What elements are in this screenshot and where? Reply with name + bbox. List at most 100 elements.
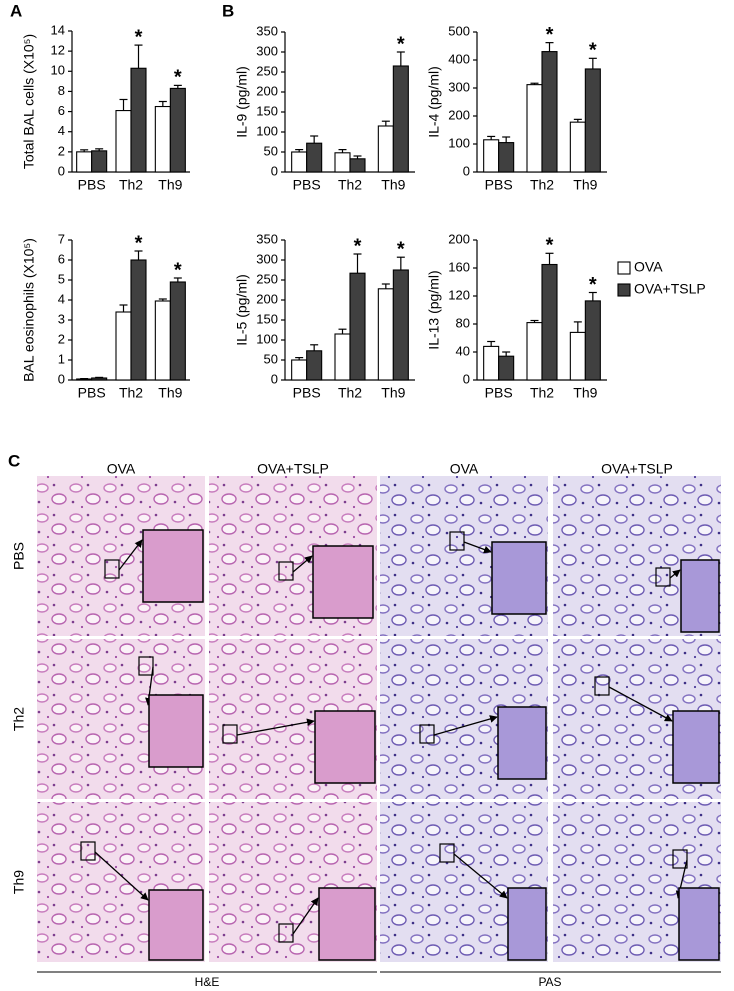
y-tick-label: 0 bbox=[463, 163, 470, 178]
bar bbox=[377, 125, 394, 173]
inset-image bbox=[148, 694, 204, 768]
roi-box bbox=[222, 724, 238, 744]
inset-image bbox=[678, 887, 720, 961]
x-tick-label: PBS bbox=[485, 385, 513, 401]
legend-label: OVA+TSLP bbox=[634, 281, 706, 297]
significance-label: * bbox=[546, 24, 554, 46]
y-tick-label: 6 bbox=[58, 103, 65, 118]
x-tick-label: PBS bbox=[78, 385, 106, 401]
y-tick-label: 7 bbox=[58, 231, 65, 246]
roi-box bbox=[419, 724, 435, 744]
roi-arrow bbox=[608, 686, 673, 722]
micrograph bbox=[553, 476, 721, 636]
error-bar bbox=[310, 135, 319, 144]
roi-arrow bbox=[669, 569, 681, 579]
bar bbox=[526, 84, 543, 173]
inset-image bbox=[672, 710, 720, 784]
significance-label: * bbox=[397, 238, 405, 260]
significance-label: * bbox=[174, 259, 182, 281]
error-bar bbox=[158, 298, 167, 301]
bar bbox=[334, 152, 351, 173]
roi-box bbox=[672, 849, 688, 869]
bar bbox=[377, 288, 394, 381]
error-bar bbox=[502, 136, 511, 143]
roi-arrow bbox=[94, 851, 149, 901]
bar bbox=[584, 68, 601, 173]
error-bar bbox=[119, 304, 128, 312]
error-bar bbox=[545, 252, 554, 265]
legend-swatch bbox=[617, 261, 631, 275]
column-header: OVA bbox=[107, 461, 136, 477]
row-label: PBS bbox=[11, 542, 27, 570]
micrograph bbox=[553, 639, 721, 799]
bar bbox=[569, 121, 586, 173]
x-tick-label: Th9 bbox=[381, 385, 405, 401]
row-label: Th2 bbox=[11, 707, 27, 731]
y-tick-label: 200 bbox=[448, 107, 470, 122]
error-bar bbox=[396, 51, 405, 66]
bar bbox=[76, 151, 93, 173]
bar bbox=[169, 281, 186, 381]
y-axis-label: IL-13 (pg/ml) bbox=[426, 270, 442, 349]
y-tick-label: 8 bbox=[58, 83, 65, 98]
y-tick-label: 2 bbox=[58, 143, 65, 158]
y-tick-label: 300 bbox=[256, 43, 278, 58]
significance-label: * bbox=[589, 40, 597, 62]
error-bar bbox=[173, 277, 182, 282]
roi-arrow bbox=[292, 555, 313, 573]
error-bar bbox=[80, 149, 89, 152]
y-tick-label: 12 bbox=[51, 43, 65, 58]
bar bbox=[334, 333, 351, 381]
roi-arrow bbox=[453, 853, 508, 899]
panel-label: A bbox=[10, 1, 22, 20]
y-tick-label: 160 bbox=[448, 259, 470, 274]
y-tick-label: 4 bbox=[58, 123, 65, 138]
panel-label: B bbox=[222, 1, 234, 20]
micrograph bbox=[37, 639, 205, 799]
x-tick-label: PBS bbox=[293, 177, 321, 193]
micrograph bbox=[553, 802, 721, 962]
bar bbox=[349, 158, 366, 173]
y-tick-label: 250 bbox=[256, 271, 278, 286]
bar bbox=[91, 150, 108, 173]
y-tick-label: 300 bbox=[448, 79, 470, 94]
bar bbox=[392, 269, 409, 381]
error-bar bbox=[545, 42, 554, 52]
bar bbox=[498, 355, 515, 381]
bar bbox=[115, 110, 132, 173]
error-bar bbox=[134, 250, 143, 260]
inset-image bbox=[142, 529, 204, 603]
y-tick-label: 0 bbox=[463, 371, 470, 386]
y-tick-label: 0 bbox=[271, 371, 278, 386]
micrograph bbox=[209, 476, 377, 636]
x-tick-label: Th2 bbox=[530, 385, 554, 401]
legend-swatch bbox=[617, 283, 631, 297]
y-tick-label: 200 bbox=[448, 231, 470, 246]
error-bar bbox=[487, 340, 496, 347]
x-tick-label: Th9 bbox=[158, 177, 182, 193]
x-tick-label: PBS bbox=[293, 385, 321, 401]
x-tick-label: Th2 bbox=[119, 385, 143, 401]
roi-arrow bbox=[236, 718, 315, 736]
y-tick-label: 250 bbox=[256, 63, 278, 78]
roi-arrow bbox=[463, 541, 492, 554]
y-tick-label: 200 bbox=[256, 291, 278, 306]
significance-label: * bbox=[135, 26, 143, 48]
roi-box bbox=[439, 843, 455, 863]
significance-label: * bbox=[354, 235, 362, 257]
y-tick-label: 350 bbox=[256, 231, 278, 246]
bar bbox=[483, 345, 500, 381]
error-bar bbox=[573, 321, 582, 333]
error-bar bbox=[588, 57, 597, 69]
error-bar bbox=[530, 82, 539, 85]
error-bar bbox=[353, 155, 362, 159]
y-tick-label: 350 bbox=[256, 23, 278, 38]
error-bar bbox=[381, 283, 390, 289]
x-tick-label: PBS bbox=[78, 177, 106, 193]
bar bbox=[154, 300, 171, 381]
significance-label: * bbox=[397, 33, 405, 55]
error-bar bbox=[173, 84, 182, 89]
inset-image bbox=[491, 541, 547, 615]
x-tick-label: Th2 bbox=[530, 177, 554, 193]
y-tick-label: 0 bbox=[58, 371, 65, 386]
